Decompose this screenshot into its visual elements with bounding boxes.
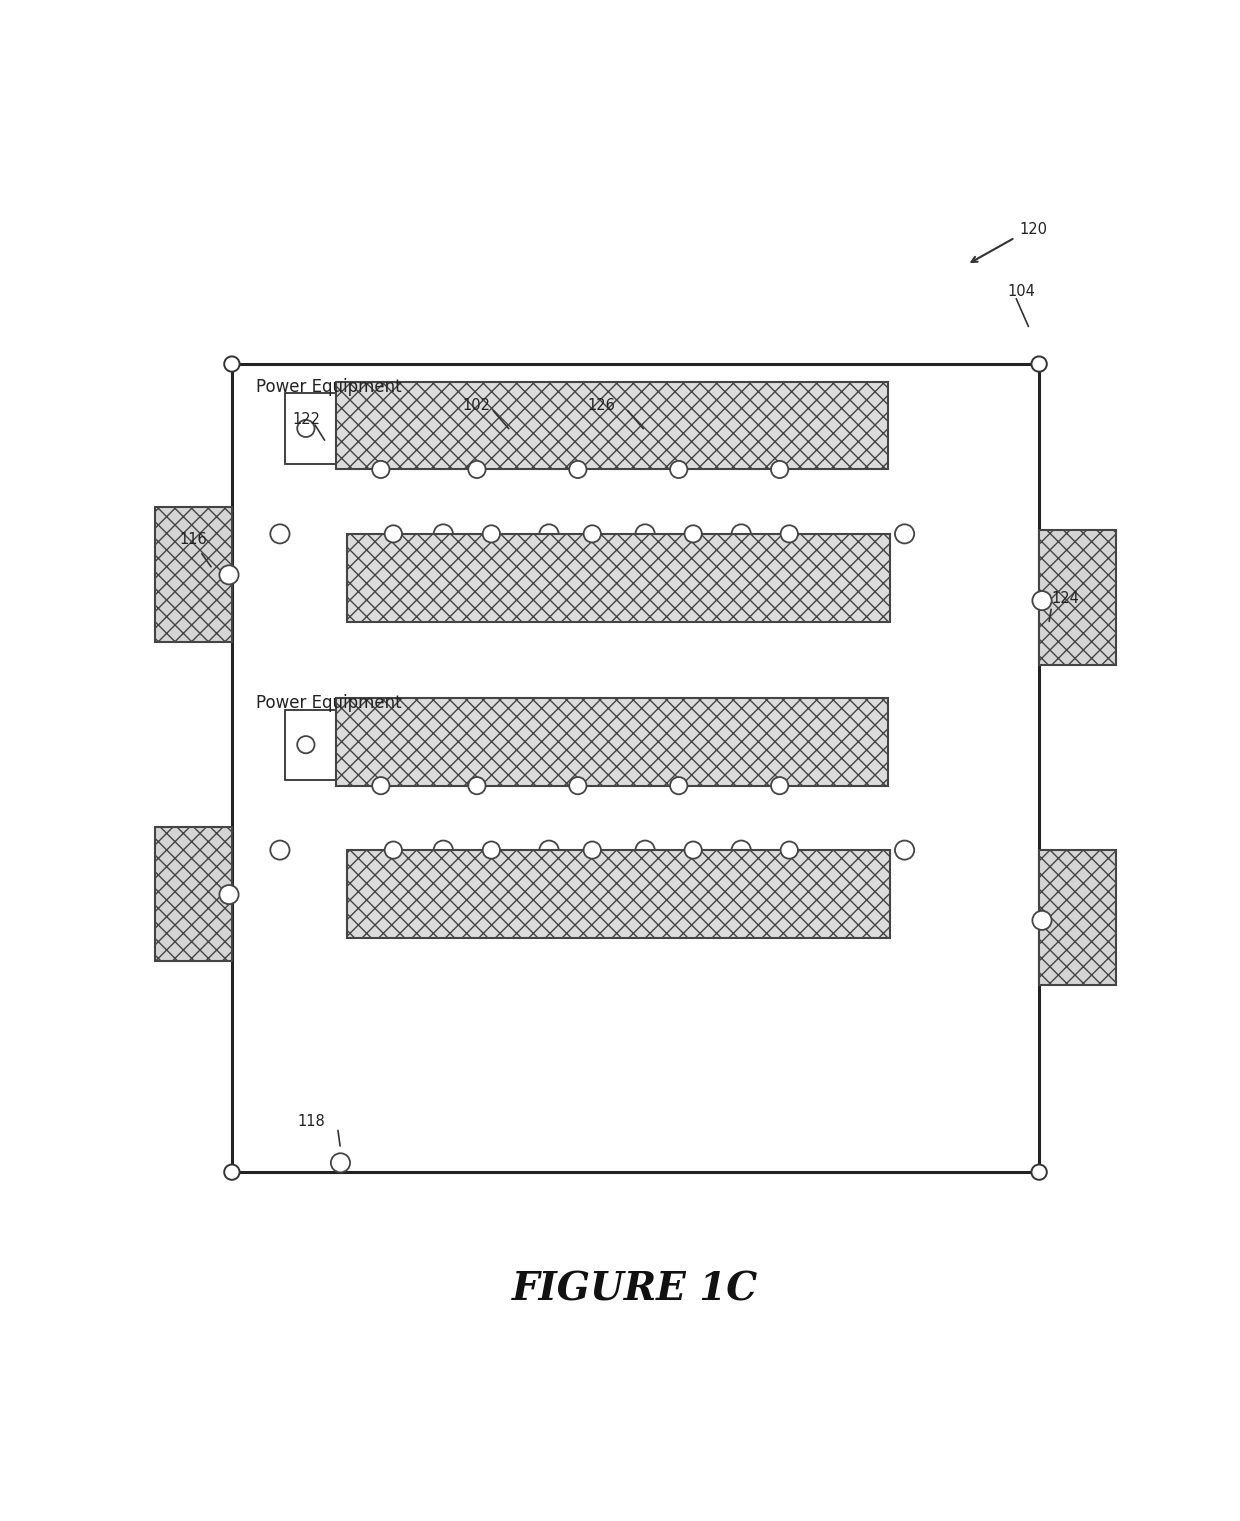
- Bar: [155, 506, 232, 642]
- Ellipse shape: [298, 736, 315, 753]
- Ellipse shape: [482, 525, 500, 543]
- Ellipse shape: [1032, 1165, 1047, 1180]
- Bar: [155, 826, 232, 961]
- Ellipse shape: [434, 525, 453, 543]
- Ellipse shape: [539, 841, 558, 859]
- Text: Power Equipment: Power Equipment: [255, 694, 402, 712]
- Ellipse shape: [469, 461, 486, 478]
- Bar: [1039, 531, 1116, 665]
- Bar: [347, 850, 890, 938]
- Text: 118: 118: [298, 1115, 326, 1129]
- Ellipse shape: [331, 1153, 350, 1173]
- Ellipse shape: [384, 841, 402, 859]
- Ellipse shape: [895, 841, 914, 859]
- Bar: [285, 709, 337, 780]
- Bar: [1039, 850, 1116, 984]
- Ellipse shape: [732, 525, 751, 543]
- Bar: [336, 382, 888, 470]
- Ellipse shape: [584, 841, 601, 859]
- Ellipse shape: [1033, 911, 1052, 929]
- Ellipse shape: [771, 777, 789, 794]
- Ellipse shape: [270, 841, 290, 859]
- Ellipse shape: [584, 525, 601, 543]
- Bar: [347, 534, 890, 622]
- Ellipse shape: [434, 841, 453, 859]
- Text: 116: 116: [179, 532, 207, 548]
- Ellipse shape: [219, 566, 238, 584]
- Ellipse shape: [384, 525, 402, 543]
- Text: 102: 102: [463, 397, 491, 412]
- Text: 104: 104: [1007, 284, 1035, 300]
- Ellipse shape: [732, 841, 751, 859]
- Bar: [232, 364, 1039, 1173]
- Ellipse shape: [670, 777, 687, 794]
- Ellipse shape: [569, 777, 587, 794]
- Ellipse shape: [771, 461, 789, 478]
- Ellipse shape: [482, 841, 500, 859]
- Ellipse shape: [781, 525, 797, 543]
- Text: 126: 126: [588, 397, 616, 412]
- Ellipse shape: [224, 1165, 239, 1180]
- Ellipse shape: [781, 841, 797, 859]
- Ellipse shape: [569, 461, 587, 478]
- Ellipse shape: [684, 525, 702, 543]
- Ellipse shape: [372, 461, 389, 478]
- Ellipse shape: [469, 777, 486, 794]
- Bar: [285, 394, 337, 464]
- Ellipse shape: [635, 841, 655, 859]
- Ellipse shape: [1033, 592, 1052, 610]
- Ellipse shape: [895, 525, 914, 543]
- Ellipse shape: [224, 356, 239, 371]
- Bar: [336, 698, 888, 786]
- Ellipse shape: [219, 885, 238, 903]
- Ellipse shape: [270, 525, 290, 543]
- Text: 124: 124: [1052, 590, 1080, 605]
- Ellipse shape: [635, 525, 655, 543]
- Text: 120: 120: [1019, 222, 1048, 237]
- Text: 122: 122: [293, 412, 320, 426]
- Text: Power Equipment: Power Equipment: [255, 377, 402, 395]
- Text: FIGURE 1C: FIGURE 1C: [512, 1270, 759, 1308]
- Ellipse shape: [372, 777, 389, 794]
- Ellipse shape: [539, 525, 558, 543]
- Ellipse shape: [684, 841, 702, 859]
- Ellipse shape: [670, 461, 687, 478]
- Ellipse shape: [1032, 356, 1047, 371]
- Ellipse shape: [298, 420, 315, 437]
